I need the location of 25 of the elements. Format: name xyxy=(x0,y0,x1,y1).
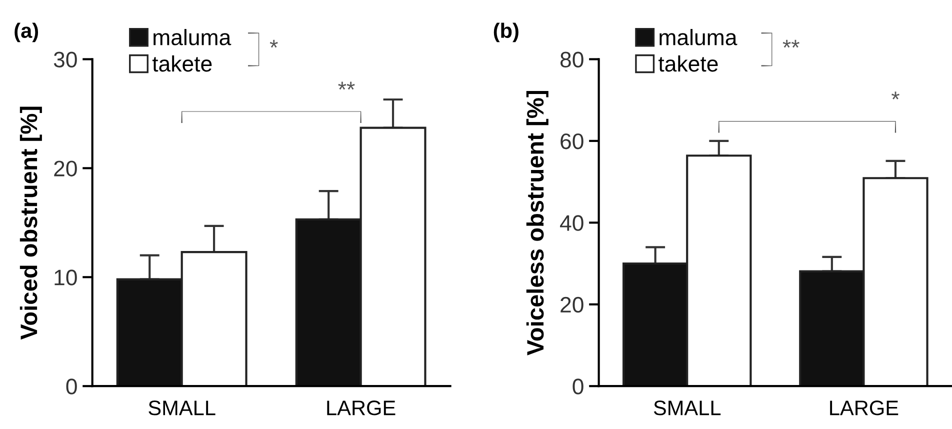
y-axis-title: Voiceless obstruent [%] xyxy=(526,91,548,356)
y-tick-label: 60 xyxy=(560,133,584,150)
y-axis-title: Voiced obstruent [%] xyxy=(20,106,42,340)
y-tick-label: 30 xyxy=(54,52,77,68)
x-tick-label: SMALL xyxy=(654,400,721,416)
legend-label: takete xyxy=(152,55,212,72)
legend-label: maluma xyxy=(154,28,232,46)
y-tick-label: 0 xyxy=(66,378,77,394)
legend-label: takete xyxy=(658,55,718,72)
y-tick-label: 0 xyxy=(572,378,584,394)
x-tick-label: LARGE xyxy=(830,400,898,416)
text: ** xyxy=(782,40,800,48)
chart-title: (b) xyxy=(494,22,518,42)
y-tick-label: 40 xyxy=(560,215,584,231)
text: * xyxy=(270,40,278,48)
chart-title: (a) xyxy=(14,22,38,42)
annotation: * xyxy=(892,92,900,100)
y-tick-label: 20 xyxy=(560,296,584,313)
legend-label: maluma xyxy=(660,28,738,46)
annotation: ** xyxy=(338,82,355,90)
y-tick-label: 20 xyxy=(54,160,77,176)
y-tick-label: 10 xyxy=(54,270,77,286)
y-tick-label: 80 xyxy=(560,52,584,68)
x-tick-label: SMALL xyxy=(148,400,216,416)
x-tick-label: LARGE xyxy=(327,400,396,416)
